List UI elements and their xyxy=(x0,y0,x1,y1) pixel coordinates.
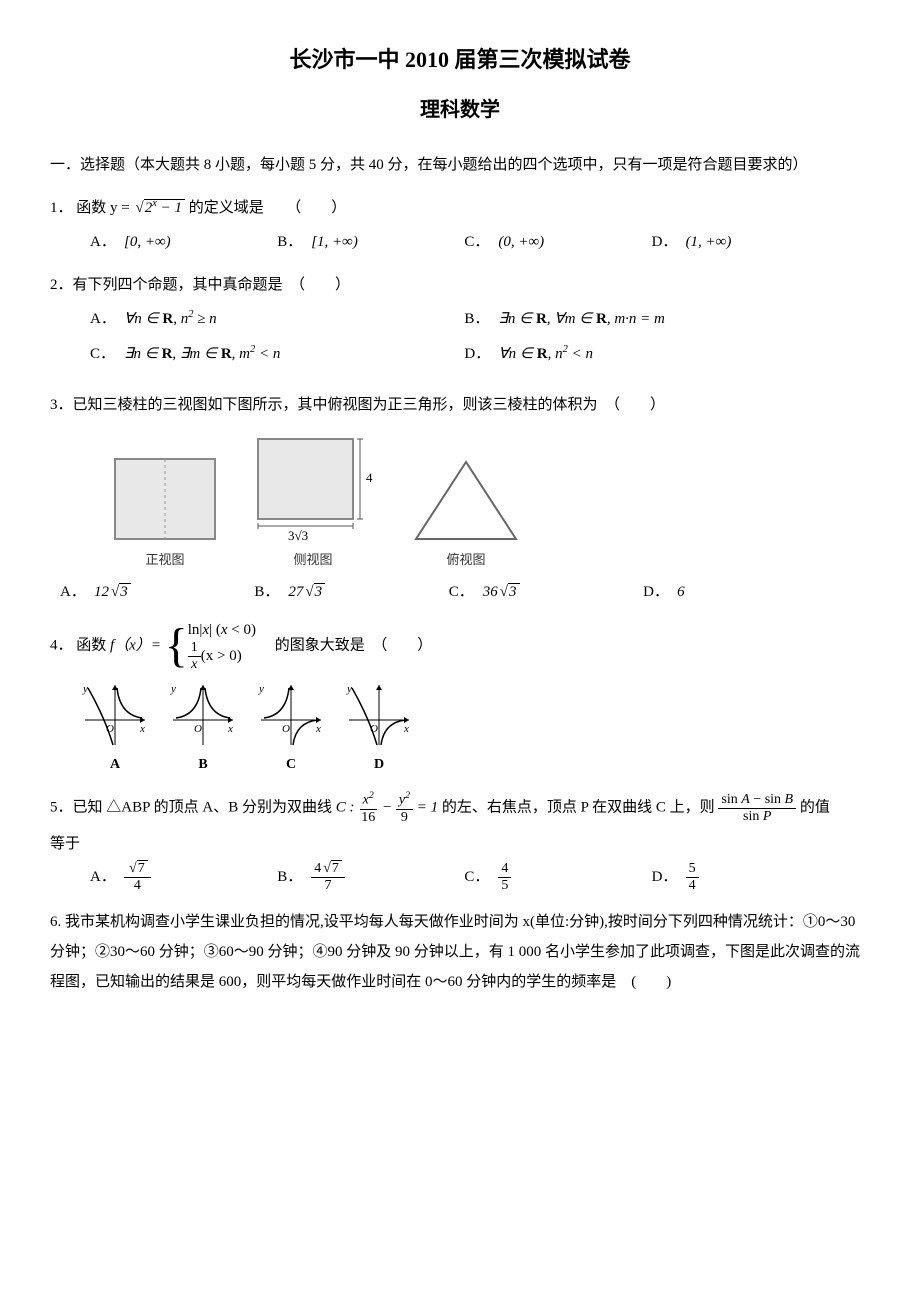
question-1: 1． 函数 y = 2x − 1 的定义域是 （ ） xyxy=(50,193,870,223)
q5-option-a: A．74 xyxy=(90,862,277,893)
q5-eq-one: = 1 xyxy=(417,799,438,815)
q5-curve-label: C : xyxy=(336,799,355,815)
q4-graph-d: y x O D xyxy=(344,680,414,777)
q3-option-d: D．6 xyxy=(643,579,837,606)
svg-text:O: O xyxy=(194,723,202,735)
side-view-caption: 侧视图 xyxy=(293,548,332,571)
q1-option-d: D．(1, +∞) xyxy=(652,229,839,256)
q5-frac2: y29 xyxy=(396,791,413,825)
q4-graph-a: y x O A xyxy=(80,680,150,777)
q4-stem-prefix: 4． 函数 xyxy=(50,637,110,653)
graph-d-svg: y x O xyxy=(344,680,414,750)
question-6: 6. 我市某机构调查小学生课业负担的情况,设平均每人每天做作业时间为 x(单位:… xyxy=(50,907,870,997)
graph-b-label: B xyxy=(198,752,207,777)
side-width-label: 3√3 xyxy=(288,528,308,543)
q5-stem-suffix: 的值 xyxy=(800,799,830,815)
side-view-svg: 4 3√3 xyxy=(248,434,378,544)
q5-stem-line2: 等于 xyxy=(50,831,870,858)
svg-text:x: x xyxy=(403,723,409,735)
left-brace-icon: { xyxy=(165,624,188,667)
q4-graphs: y x O A y x O B y x O C xyxy=(80,680,870,777)
svg-text:y: y xyxy=(346,683,352,695)
graph-c-svg: y x O xyxy=(256,680,326,750)
q1-option-b: B．[1, +∞) xyxy=(277,229,464,256)
q5-minus: − xyxy=(382,799,392,815)
graph-b-svg: y x O xyxy=(168,680,238,750)
q3-option-a: A．123 xyxy=(60,579,254,606)
q5-result-frac: sin A − sin Bsin P xyxy=(718,793,796,824)
svg-text:y: y xyxy=(258,683,264,695)
page-subtitle: 理科数学 xyxy=(50,92,870,128)
side-height-label: 4 xyxy=(366,470,373,485)
q3-option-b: B．273 xyxy=(254,579,448,606)
q4-graph-c: y x O C xyxy=(256,680,326,777)
q2-option-a: A．∀n ∈ R, n2 ≥ n xyxy=(90,306,464,333)
q5-option-b: B．477 xyxy=(277,862,464,893)
front-view-svg xyxy=(110,454,220,544)
q1-option-a: A．[0, +∞) xyxy=(90,229,277,256)
q2-option-d: D．∀n ∈ R, n2 < n xyxy=(464,341,838,368)
q5-options: A．74 B．477 C．45 D．54 xyxy=(50,862,870,893)
graph-a-svg: y x O xyxy=(80,680,150,750)
q4-func-name: f（x）= xyxy=(110,637,161,653)
q3-options: A．123 B．273 C．363 D．6 xyxy=(50,579,870,606)
q5-stem-prefix: 5．已知 △ABP 的顶点 A、B 分别为双曲线 xyxy=(50,799,336,815)
question-5: 5．已知 △ABP 的顶点 A、B 分别为双曲线 C : x216 − y29 … xyxy=(50,791,870,825)
q3-top-view: 俯视图 xyxy=(406,454,526,571)
top-view-svg xyxy=(406,454,526,544)
q5-stem-mid: 的左、右焦点，顶点 P 在双曲线 C 上，则 xyxy=(442,799,719,815)
q3-front-view: 正视图 xyxy=(110,454,220,571)
q4-row2: 1x (x > 0) xyxy=(188,641,256,672)
q3-side-view: 4 3√3 侧视图 xyxy=(248,434,378,571)
section-1-heading: 一．选择题（本大题共 8 小题，每小题 5 分，共 40 分，在每小题给出的四个… xyxy=(50,152,870,179)
page-title: 长沙市一中 2010 届第三次模拟试卷 xyxy=(50,40,870,80)
q2-option-b: B．∃n ∈ R, ∀m ∈ R, m·n = m xyxy=(464,306,838,333)
q1-stem-prefix: 1． 函数 xyxy=(50,200,110,216)
q2-option-c: C．∃n ∈ R, ∃m ∈ R, m2 < n xyxy=(90,341,464,368)
svg-text:x: x xyxy=(315,723,321,735)
question-3: 3．已知三棱柱的三视图如下图所示，其中俯视图为正三角形，则该三棱柱的体积为 （ … xyxy=(50,390,870,420)
q4-piecewise: { ln|x| (x < 0) 1x (x > 0) xyxy=(165,620,256,672)
q4-graph-b: y x O B xyxy=(168,680,238,777)
svg-text:O: O xyxy=(282,723,290,735)
svg-text:x: x xyxy=(139,723,145,735)
graph-c-label: C xyxy=(286,752,296,777)
graph-d-label: D xyxy=(374,752,384,777)
svg-text:y: y xyxy=(170,683,176,695)
svg-text:y: y xyxy=(82,683,88,695)
q4-row1: ln|x| (x < 0) xyxy=(188,620,256,641)
svg-text:x: x xyxy=(227,723,233,735)
q5-frac1: x216 xyxy=(358,791,378,825)
q3-figures: 正视图 4 3√3 侧视图 俯视图 xyxy=(110,434,870,571)
q5-option-d: D．54 xyxy=(652,862,839,893)
graph-a-label: A xyxy=(110,752,120,777)
q1-options: A．[0, +∞) B．[1, +∞) C．(0, +∞) D．(1, +∞) xyxy=(50,229,870,256)
q4-stem-suffix: 的图象大致是 （ ） xyxy=(260,637,433,653)
q3-option-c: C．363 xyxy=(449,579,643,606)
q1-option-c: C．(0, +∞) xyxy=(464,229,651,256)
q1-formula: y = 2x − 1 xyxy=(110,200,189,216)
svg-text:O: O xyxy=(106,723,114,735)
q2-options: A．∀n ∈ R, n2 ≥ n B．∃n ∈ R, ∀m ∈ R, m·n =… xyxy=(50,306,870,376)
top-view-caption: 俯视图 xyxy=(446,548,485,571)
q1-stem-suffix: 的定义域是 （ ） xyxy=(189,200,347,216)
front-view-caption: 正视图 xyxy=(145,548,184,571)
svg-text:O: O xyxy=(370,723,378,735)
question-4: 4． 函数 f（x）= { ln|x| (x < 0) 1x (x > 0) 的… xyxy=(50,620,870,672)
q5-option-c: C．45 xyxy=(464,862,651,893)
question-2: 2．有下列四个命题，其中真命题是 （ ） xyxy=(50,270,870,300)
